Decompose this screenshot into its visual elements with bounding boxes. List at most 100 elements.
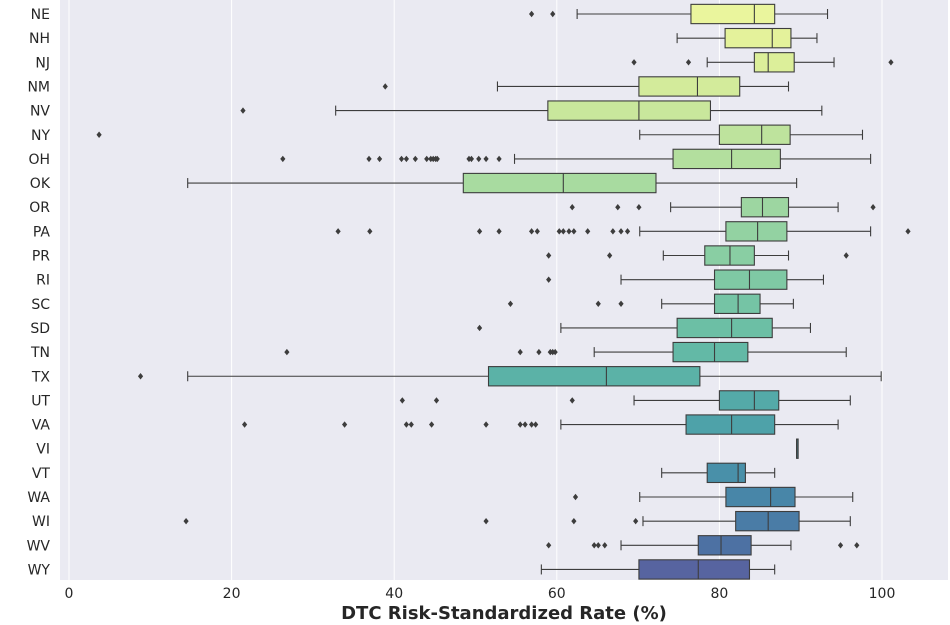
outlier-VA-0 xyxy=(242,421,248,428)
box-rect-WV xyxy=(697,535,752,556)
outlier-UT-1 xyxy=(433,397,440,404)
outlier-OH-13 xyxy=(476,155,482,163)
outlier-OH-14 xyxy=(483,155,489,163)
outlier-OH-3 xyxy=(398,155,405,163)
box-rect-UT xyxy=(718,390,780,411)
box-rect-VA xyxy=(685,414,776,435)
box-rect-VT xyxy=(706,462,746,484)
y-tick-label-NM: NM xyxy=(27,79,50,95)
outlier-PA-11 xyxy=(610,228,616,235)
outlier-TN-1 xyxy=(517,348,523,356)
box-WY xyxy=(540,559,776,580)
box-rect-RI xyxy=(713,269,788,290)
outlier-NE-1 xyxy=(550,10,556,18)
outlier-OR-0 xyxy=(569,204,575,211)
outlier-WV-1 xyxy=(591,542,597,549)
outlier-VA-3 xyxy=(408,421,414,428)
box-rect-SD xyxy=(676,317,773,339)
outlier-NV-0 xyxy=(240,107,246,114)
outlier-PA-7 xyxy=(560,228,566,235)
y-tick-label-OK: OK xyxy=(30,176,51,192)
box-NV xyxy=(240,100,823,121)
outlier-OH-2 xyxy=(376,155,383,163)
box-rect-OH xyxy=(672,148,781,170)
outlier-PA-1 xyxy=(367,228,373,235)
y-tick-label-NJ: NJ xyxy=(35,55,50,71)
box-rect-OR xyxy=(740,197,790,218)
outlier-VA-5 xyxy=(483,421,489,428)
outlier-WV-5 xyxy=(854,542,860,549)
outlier-NJ-0 xyxy=(631,59,637,66)
box-UT xyxy=(399,390,851,411)
x-tick-label-40: 40 xyxy=(385,586,403,602)
y-tick-label-TX: TX xyxy=(31,369,51,385)
outlier-SC-2 xyxy=(618,300,624,307)
y-tick-label-PR: PR xyxy=(32,249,50,265)
outlier-TN-0 xyxy=(284,348,290,356)
outlier-SC-1 xyxy=(595,300,601,307)
outlier-PA-0 xyxy=(335,228,341,235)
outlier-PR-1 xyxy=(607,252,613,259)
y-tick-label-NH: NH xyxy=(29,31,50,47)
outlier-UT-0 xyxy=(399,397,405,404)
outlier-WI-0 xyxy=(183,517,189,525)
outlier-PA-12 xyxy=(618,228,624,235)
box-TN xyxy=(284,341,847,363)
outlier-RI-0 xyxy=(546,276,552,283)
box-OR xyxy=(569,197,876,218)
box-rect-PA xyxy=(725,221,788,242)
box-rect-NH xyxy=(724,27,792,49)
outlier-OH-1 xyxy=(366,155,372,163)
x-tick-label-0: 0 xyxy=(65,586,74,602)
x-tick-label-20: 20 xyxy=(223,586,241,602)
outlier-OR-2 xyxy=(636,204,642,211)
outlier-WV-4 xyxy=(837,542,844,549)
outlier-OH-0 xyxy=(280,155,286,163)
outlier-OH-5 xyxy=(412,155,418,163)
outlier-VA-8 xyxy=(528,421,535,428)
outlier-NM-0 xyxy=(382,83,388,90)
outlier-WA-0 xyxy=(572,493,579,501)
box-NJ xyxy=(631,52,894,73)
box-SD xyxy=(476,317,812,339)
outlier-PA-14 xyxy=(905,228,911,235)
y-tick-label-NE: NE xyxy=(31,7,50,23)
outlier-OR-3 xyxy=(870,204,876,211)
outlier-WI-2 xyxy=(571,517,577,525)
outlier-PA-4 xyxy=(528,228,535,235)
y-tick-label-VI: VI xyxy=(36,442,50,458)
box-NH xyxy=(676,27,818,49)
plot-background xyxy=(60,0,948,580)
outlier-VA-2 xyxy=(403,421,409,428)
outlier-PA-10 xyxy=(585,228,591,235)
box-rect-OK xyxy=(462,172,657,194)
outlier-NJ-1 xyxy=(685,59,692,66)
outlier-VA-4 xyxy=(428,421,435,428)
outlier-NE-0 xyxy=(528,10,535,18)
x-tick-label-60: 60 xyxy=(548,586,566,602)
outlier-WV-2 xyxy=(595,542,601,549)
outlier-SD-0 xyxy=(476,324,483,332)
x-tick-label-80: 80 xyxy=(710,586,728,602)
outlier-PA-2 xyxy=(476,228,483,235)
outlier-NJ-2 xyxy=(888,59,894,66)
outlier-WI-1 xyxy=(483,517,489,525)
y-tick-label-OR: OR xyxy=(29,200,50,216)
box-rect-TX xyxy=(487,366,701,387)
outlier-PA-6 xyxy=(556,228,562,235)
outlier-OH-15 xyxy=(496,155,502,163)
box-VT xyxy=(661,462,776,484)
outlier-VA-6 xyxy=(517,421,523,428)
outlier-TN-2 xyxy=(536,348,542,356)
box-rect-NE xyxy=(690,3,776,25)
box-rect-NY xyxy=(718,124,791,145)
outlier-VA-1 xyxy=(342,421,348,428)
box-VI xyxy=(796,438,799,459)
outlier-PR-2 xyxy=(843,252,849,259)
box-rect-NJ xyxy=(753,52,795,73)
x-axis-tick-labels: 0 20 40 60 80 100 xyxy=(65,586,896,602)
box-VA xyxy=(242,414,839,435)
box-OK xyxy=(187,172,798,194)
outlier-OH-4 xyxy=(403,155,409,163)
outlier-OR-1 xyxy=(615,204,621,211)
